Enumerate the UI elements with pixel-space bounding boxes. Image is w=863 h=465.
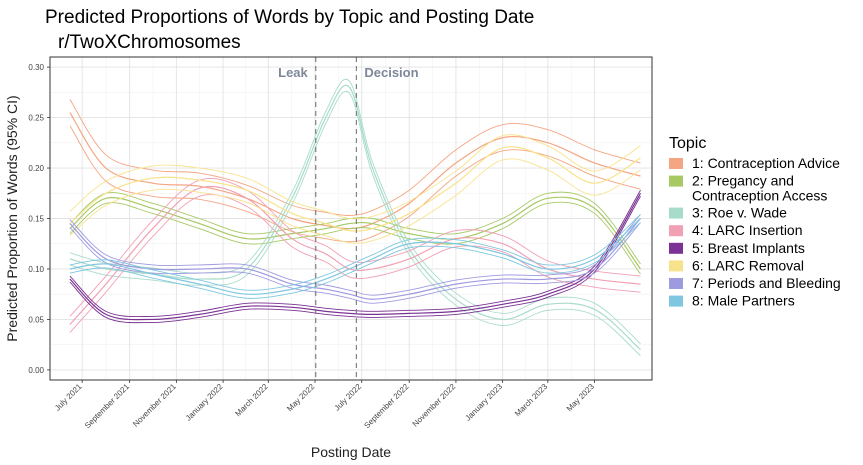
legend-item-6: 6: LARC Removal xyxy=(669,257,804,273)
y-tick-label: 0.05 xyxy=(28,315,44,324)
series-ci-upper xyxy=(69,134,641,220)
series-3 xyxy=(69,78,641,357)
y-tick-label: 0.10 xyxy=(28,265,44,274)
legend-swatch xyxy=(669,278,683,289)
legend-label: 4: LARC Insertion xyxy=(692,222,803,238)
legend-swatch xyxy=(669,242,683,254)
legend-item-5: 5: Breast Implants xyxy=(669,240,805,256)
y-tick-label: 0.25 xyxy=(28,114,44,123)
series-ci-lower xyxy=(69,91,641,357)
legend-label: 2: Pregancy and xyxy=(692,173,794,189)
legend-swatch xyxy=(669,260,683,272)
series-ci-upper xyxy=(69,78,641,344)
series-line xyxy=(69,218,641,300)
series-ci-upper xyxy=(69,177,641,317)
chart-title: Predicted Proportions of Words by Topic … xyxy=(45,7,534,28)
y-tick-label: 0.20 xyxy=(28,164,44,173)
legend-label: Contraception Access xyxy=(692,188,827,204)
y-axis: 0.00 0.05 0.10 0.15 0.20 0.25 0.30 xyxy=(28,63,50,375)
series-ci-lower xyxy=(69,158,641,244)
legend-label: 3: Roe v. Wade xyxy=(692,205,787,221)
series-ci-upper xyxy=(69,99,641,216)
chart-subtitle: r/TwoXChromosomes xyxy=(58,32,241,53)
legend-swatch xyxy=(669,295,683,307)
series-ci-upper xyxy=(69,214,641,296)
series-line xyxy=(69,218,641,295)
series-8 xyxy=(69,214,641,299)
series-ci-lower xyxy=(69,196,641,324)
series-line xyxy=(69,146,641,232)
event-lines: Leak Decision xyxy=(278,57,419,380)
legend-label: 8: Male Partners xyxy=(692,293,795,309)
legend-items: 1: Contraception Advice 2: Pregancy andCo… xyxy=(669,155,841,309)
event-label: Leak xyxy=(278,65,308,80)
series-ci-lower xyxy=(69,222,641,304)
legend-item-1: 1: Contraception Advice xyxy=(669,155,840,171)
series-ci-lower xyxy=(69,201,641,275)
y-axis-title: Predicted Proportion of Words (95% CI) xyxy=(4,95,20,341)
legend: Topic 1: Contraception Advice 2: Pregancy… xyxy=(669,135,841,309)
plot-series xyxy=(69,78,642,357)
y-tick-label: 0.30 xyxy=(28,63,44,72)
series-line xyxy=(69,84,641,351)
legend-title: Topic xyxy=(669,135,706,152)
legend-label: 6: LARC Removal xyxy=(692,257,804,273)
legend-item-3: 3: Roe v. Wade xyxy=(669,205,787,221)
series-6 xyxy=(69,134,641,244)
series-5 xyxy=(69,190,642,324)
legend-item-4: 4: LARC Insertion xyxy=(669,222,803,238)
series-ci-upper xyxy=(69,214,641,291)
event-label: Decision xyxy=(364,65,418,80)
legend-swatch xyxy=(669,207,683,219)
legend-label: 5: Breast Implants xyxy=(692,240,805,256)
legend-label: 7: Periods and Bleeding xyxy=(692,275,841,291)
legend-item-8: 8: Male Partners xyxy=(669,293,795,309)
x-axis-title: Posting Date xyxy=(311,444,391,460)
legend-label: 1: Contraception Advice xyxy=(692,155,840,171)
series-line xyxy=(69,192,642,321)
series-ci-lower xyxy=(69,222,641,299)
series-ci-upper xyxy=(69,190,641,318)
legend-swatch xyxy=(669,175,683,187)
legend-item-7: 7: Periods and Bleeding xyxy=(669,275,841,291)
y-tick-label: 0.00 xyxy=(28,366,44,375)
legend-swatch xyxy=(669,225,683,237)
y-tick-label: 0.15 xyxy=(28,215,44,224)
legend-swatch xyxy=(669,158,683,169)
series-7 xyxy=(69,214,641,304)
